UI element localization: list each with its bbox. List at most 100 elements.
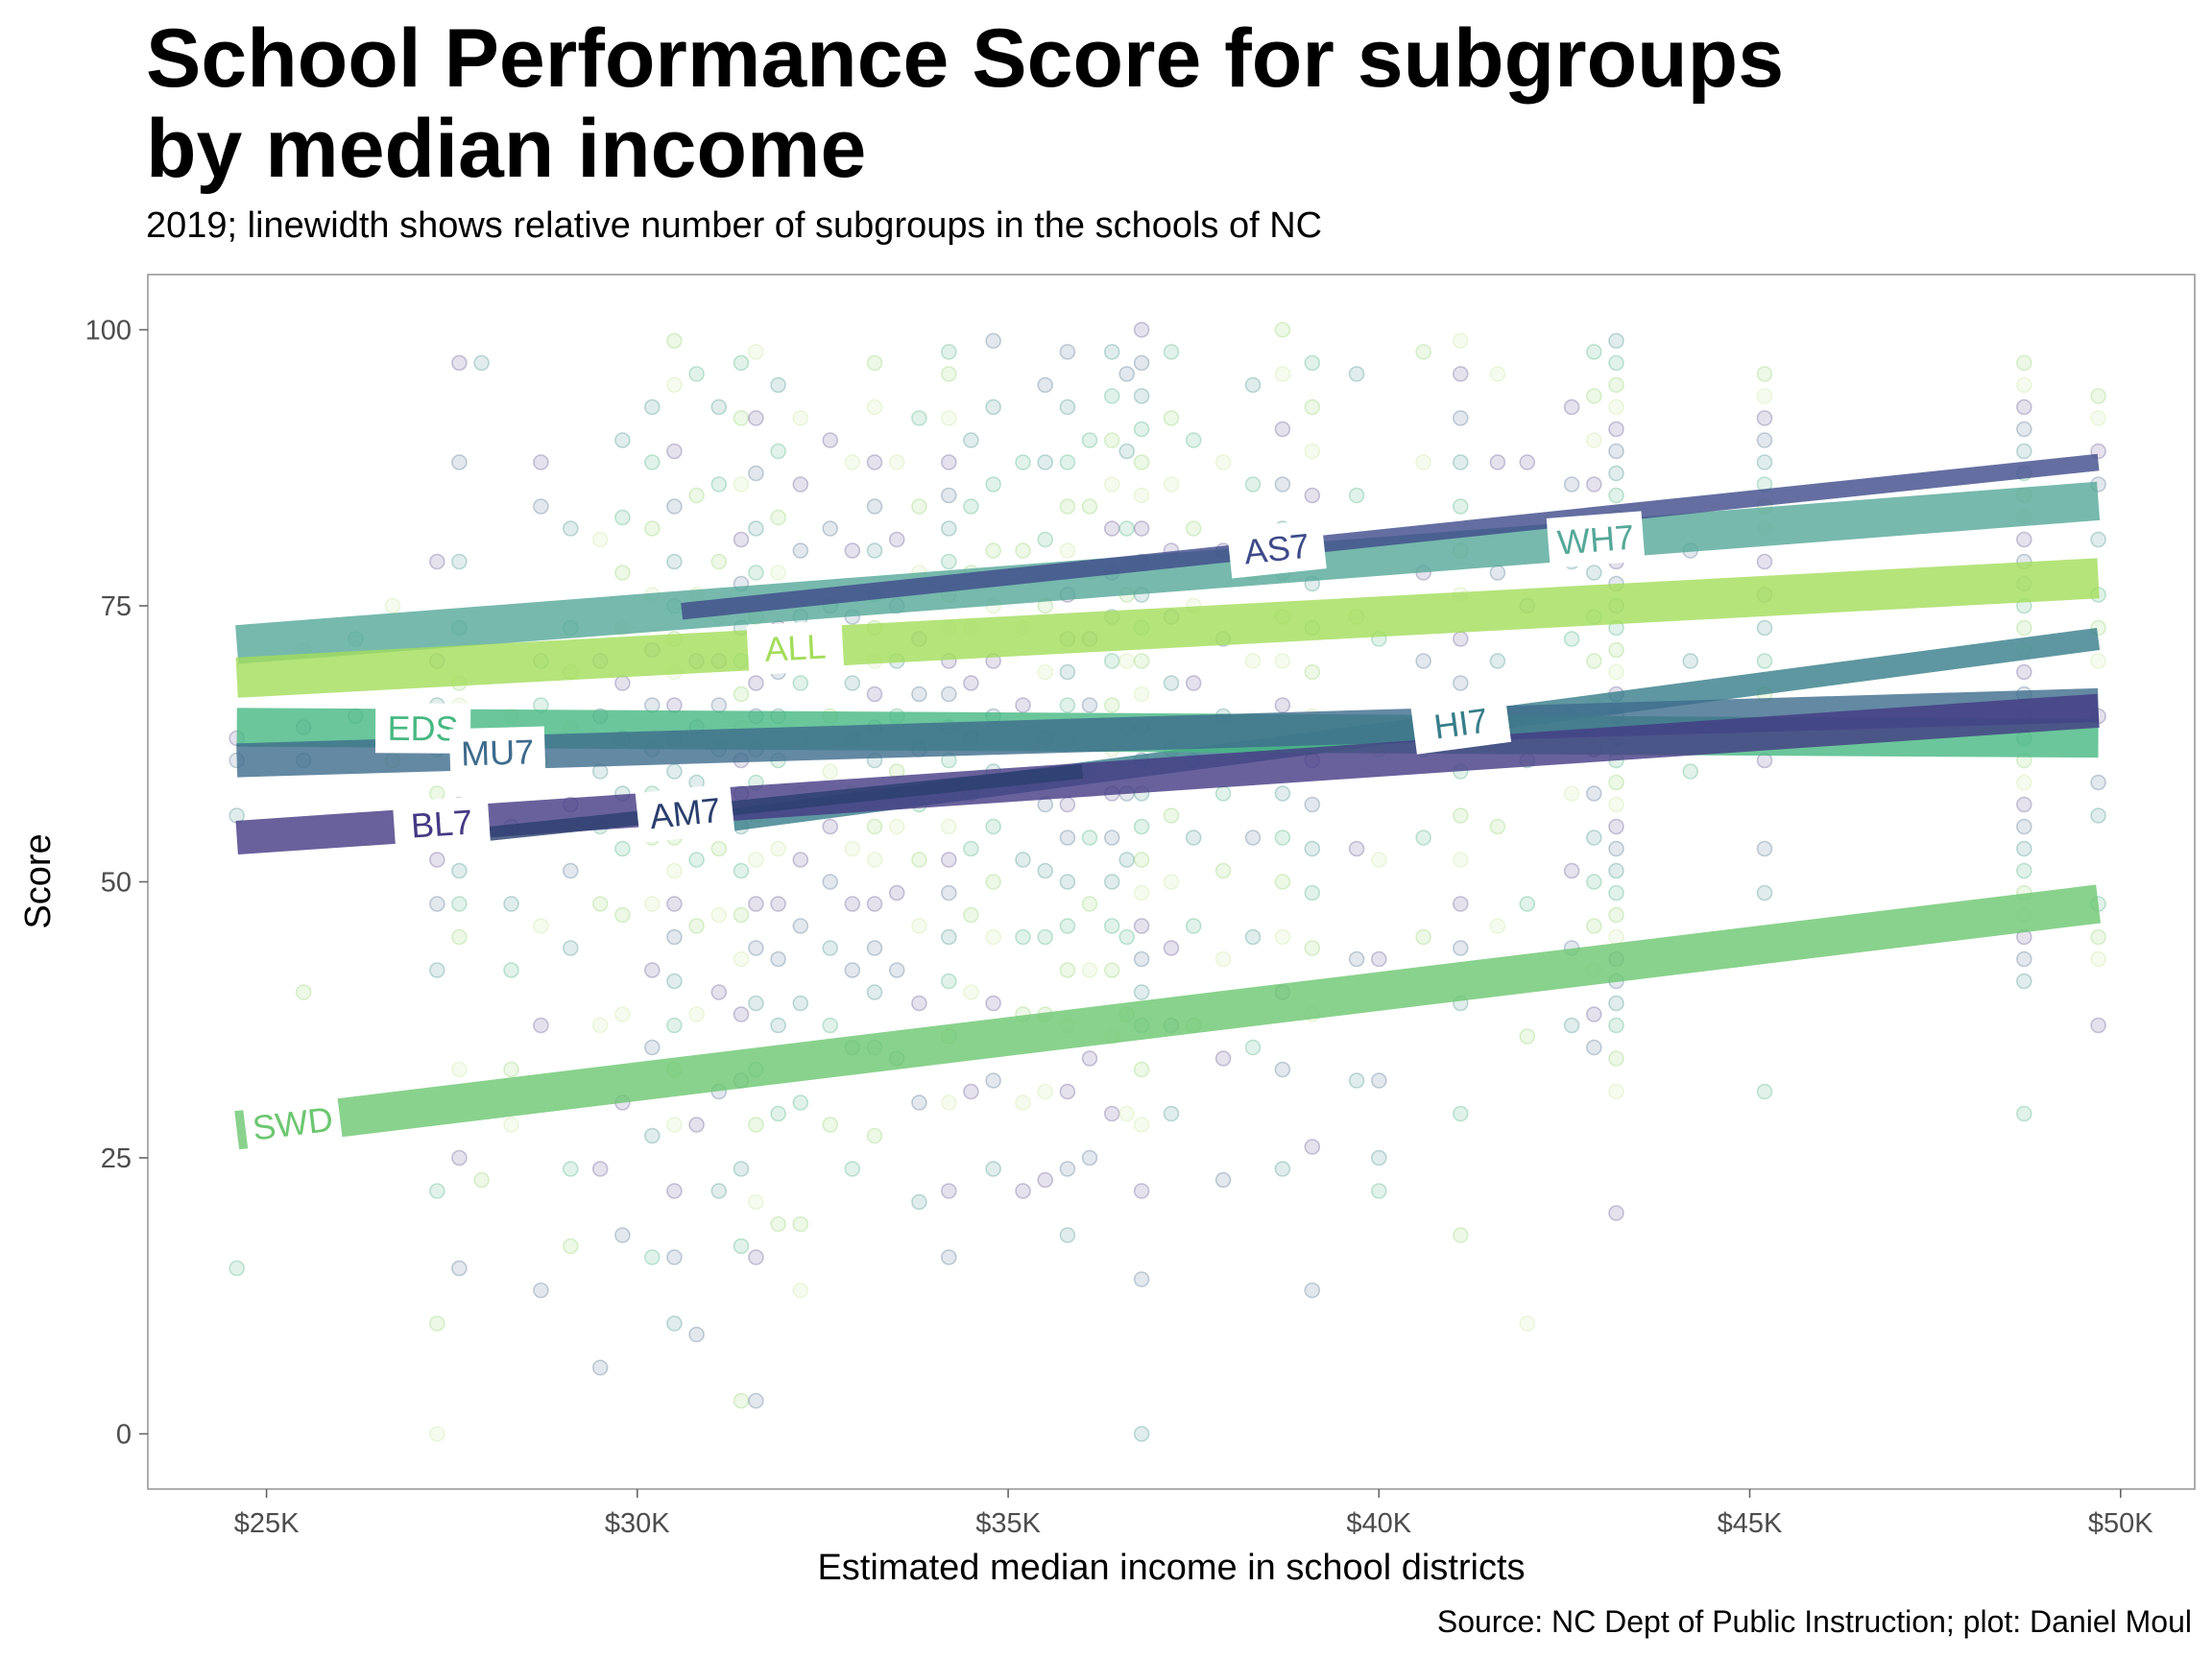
data-point — [963, 906, 979, 924]
data-point — [428, 1426, 445, 1442]
data-point — [1608, 774, 1624, 791]
data-point — [503, 1117, 519, 1133]
data-point — [1214, 862, 1232, 879]
data-point — [844, 1161, 861, 1177]
data-point — [1015, 542, 1031, 559]
trend-label-swd-group: SWD — [242, 1093, 344, 1154]
data-point — [688, 1117, 705, 1133]
data-point — [643, 896, 661, 912]
data-point — [1133, 852, 1150, 868]
trend-label-am7: AM7 — [648, 790, 723, 837]
data-point — [1015, 454, 1031, 470]
data-point — [428, 896, 445, 912]
x-tick-label: $45K — [1718, 1508, 1783, 1539]
data-point — [614, 565, 631, 581]
data-point — [1133, 454, 1150, 470]
data-point — [748, 520, 764, 537]
data-point — [1304, 443, 1321, 460]
data-point — [748, 940, 764, 956]
x-axis-title: Estimated median income in school distri… — [817, 1548, 1525, 1588]
data-point — [643, 520, 661, 537]
data-point — [985, 818, 1001, 835]
data-point — [1563, 398, 1580, 416]
data-point — [1015, 1094, 1031, 1111]
data-point — [1756, 840, 1773, 857]
data-point — [1563, 785, 1580, 802]
data-point — [1274, 421, 1291, 438]
data-point — [1103, 830, 1120, 846]
data-point — [985, 542, 1001, 559]
data-point — [1015, 852, 1031, 868]
data-point — [1133, 388, 1150, 404]
data-point — [1059, 542, 1076, 559]
data-point — [1103, 874, 1120, 890]
data-point — [1133, 1061, 1150, 1078]
trend-line-am7 — [450, 764, 1084, 845]
data-point — [888, 962, 905, 978]
data-point — [1163, 874, 1180, 890]
data-point — [1608, 465, 1624, 482]
data-point — [1163, 410, 1180, 426]
data-point — [562, 862, 579, 879]
data-point — [562, 1238, 579, 1255]
data-point — [1214, 785, 1232, 802]
data-point — [1371, 852, 1387, 868]
data-point — [1453, 631, 1469, 647]
data-point — [985, 476, 1001, 493]
data-point — [473, 1171, 490, 1189]
data-point — [1163, 807, 1180, 824]
x-tick-label: $25K — [234, 1508, 300, 1539]
data-point — [451, 862, 468, 879]
x-tick-label: $40K — [1346, 1508, 1411, 1539]
data-point — [1081, 498, 1098, 515]
data-point — [888, 884, 905, 902]
data-point — [666, 1017, 683, 1034]
data-point — [985, 995, 1001, 1012]
trend-label-eds-group: EDS — [374, 703, 471, 754]
data-point — [1037, 928, 1053, 946]
data-point — [748, 1193, 764, 1211]
trend-label-background — [392, 795, 492, 853]
data-point — [451, 928, 468, 946]
y-tick-label: 25 — [101, 1143, 132, 1174]
data-point — [1453, 454, 1469, 470]
data-point — [228, 1260, 245, 1277]
data-point — [1118, 653, 1135, 669]
data-point — [1103, 520, 1120, 537]
data-point — [1586, 388, 1602, 404]
data-point — [533, 1282, 549, 1299]
data-point — [963, 432, 979, 448]
data-point — [911, 852, 927, 868]
data-point — [1163, 675, 1180, 691]
data-point — [1103, 653, 1120, 669]
data-point — [1103, 918, 1120, 934]
data-point — [1133, 1183, 1150, 1199]
data-point — [666, 332, 683, 349]
data-point — [1608, 1050, 1624, 1067]
data-point — [844, 962, 861, 978]
data-point — [770, 950, 786, 968]
data-point — [1608, 906, 1624, 924]
data-point — [666, 1249, 683, 1265]
data-point — [2016, 796, 2032, 813]
data-point — [2016, 421, 2032, 438]
data-point — [1118, 1105, 1135, 1122]
trend-label-mu7: MU7 — [461, 732, 535, 773]
data-point — [963, 1083, 979, 1100]
data-point — [1304, 663, 1321, 681]
data-point — [733, 476, 750, 493]
data-point — [451, 354, 468, 372]
data-point — [1103, 697, 1120, 713]
data-point — [1586, 785, 1602, 802]
data-point — [428, 1315, 445, 1332]
data-point — [770, 376, 786, 394]
data-point — [940, 1183, 957, 1199]
data-point — [1081, 1050, 1098, 1067]
data-point — [591, 1359, 609, 1376]
data-point — [792, 1094, 809, 1111]
data-point — [451, 553, 468, 570]
data-point — [1608, 487, 1624, 504]
data-point — [733, 950, 750, 968]
